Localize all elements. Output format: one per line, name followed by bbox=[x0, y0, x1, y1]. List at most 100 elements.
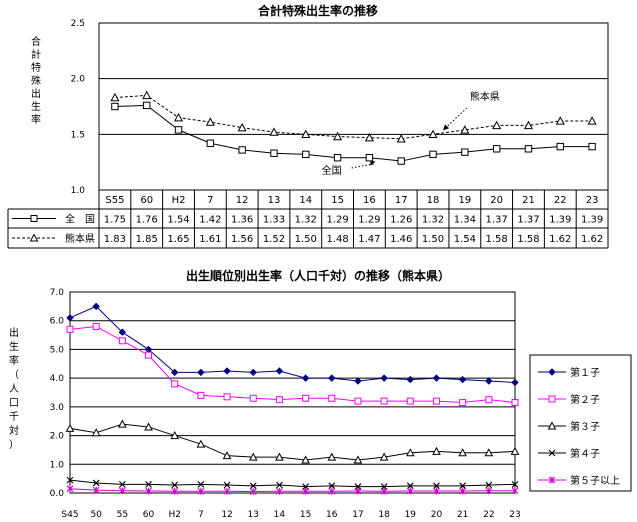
chart2-data-point bbox=[406, 487, 414, 495]
table-value-cell: 1.62 bbox=[549, 234, 571, 245]
table-value-cell: 1.62 bbox=[581, 234, 603, 245]
chart2-data-point bbox=[380, 374, 388, 382]
chart1-data-point bbox=[238, 146, 246, 154]
chart2-data-point bbox=[118, 328, 127, 336]
chart2-data-point bbox=[433, 487, 440, 495]
chart2-legend-label: 第５子以上 bbox=[570, 474, 620, 487]
table-value-cell: 1.58 bbox=[486, 234, 508, 245]
chart2-data-point bbox=[196, 439, 206, 448]
x-axis-category-label: 21 bbox=[522, 195, 535, 206]
chart2-data-point bbox=[485, 481, 493, 489]
x-axis-category-label: 23 bbox=[586, 195, 599, 206]
chart2-data-point bbox=[275, 452, 284, 461]
chart1-data-point bbox=[492, 145, 501, 153]
chart1-data-table: S55 60 H2 7 12 13 14 15 16 17 18 19 20 21 22 23 全 国 1.75 1… bbox=[7, 189, 609, 249]
chart1-data-point bbox=[333, 131, 343, 141]
chart2-x-tick-label: 15 bbox=[300, 510, 311, 520]
chart2-y-tick-label: 6.0 bbox=[50, 317, 65, 327]
chart1-series-line bbox=[114, 94, 593, 140]
table-value-cell: 1.61 bbox=[199, 234, 221, 245]
chart1-y-axis-label-char: 生 bbox=[31, 100, 41, 113]
chart1-y-axis-label-char: 率 bbox=[31, 113, 41, 126]
chart2-data-point bbox=[223, 367, 231, 375]
table-value-cell: 1.85 bbox=[136, 234, 158, 245]
chart1-y-tick-label: 2.0 bbox=[71, 75, 86, 85]
chart2-data-point bbox=[171, 487, 179, 495]
legend-series-name: 全 国 bbox=[65, 213, 95, 226]
table-value-cell: 1.36 bbox=[231, 215, 253, 226]
chart2-x-tick-label: 13 bbox=[248, 510, 259, 520]
table-value-cell: 1.42 bbox=[199, 215, 221, 226]
chart2-data-point bbox=[354, 487, 362, 495]
chart2-x-tick-label: 23 bbox=[509, 510, 520, 520]
chart2-x-tick-label: 17 bbox=[352, 510, 363, 520]
chart2-y-axis-label-char: 口 bbox=[9, 398, 19, 409]
table-value-cell: 1.54 bbox=[454, 234, 476, 245]
chart2-data-point bbox=[170, 368, 179, 377]
table-value-cell: 1.48 bbox=[326, 234, 348, 245]
chart1-plot-frame bbox=[98, 22, 609, 191]
chart2-data-point bbox=[275, 367, 284, 375]
chart2-data-point bbox=[302, 487, 309, 495]
chart2-data-point bbox=[301, 455, 310, 464]
chart2-x-tick-label: 14 bbox=[274, 510, 286, 520]
chart2-y-tick-label: 1.0 bbox=[50, 460, 65, 470]
table-value-cell: 1.46 bbox=[390, 234, 412, 245]
chart2-legend-marker bbox=[548, 368, 556, 376]
chart2-series-line bbox=[69, 488, 515, 493]
chart2-series-line bbox=[69, 479, 516, 488]
chart1-data-point bbox=[205, 117, 215, 126]
chart2-data-point bbox=[66, 476, 74, 484]
chart2-data-point bbox=[380, 487, 388, 495]
chart2-data-point bbox=[249, 368, 257, 377]
chart2-data-point bbox=[66, 314, 74, 322]
table-value-cell: 1.29 bbox=[358, 215, 380, 226]
x-axis-category-label: S55 bbox=[105, 195, 124, 206]
chart1-data-point bbox=[396, 134, 406, 143]
chart2-x-tick-label: 20 bbox=[431, 510, 443, 520]
chart2-data-point bbox=[145, 351, 153, 359]
chart2-data-point bbox=[197, 368, 205, 377]
chart2-data-point bbox=[171, 481, 179, 489]
chart2-y-axis-label-char: 生 bbox=[9, 340, 19, 353]
chart1-y-axis-label-char: 出 bbox=[31, 87, 41, 100]
chart2-x-tick-label: 12 bbox=[221, 510, 232, 520]
chart1-data-point bbox=[556, 142, 564, 151]
chart2-x-tick-label: S45 bbox=[61, 510, 78, 520]
chart1-y-tick-label: 2.5 bbox=[71, 19, 85, 29]
chart1-data-point bbox=[587, 116, 597, 125]
chart2-data-point bbox=[485, 377, 493, 385]
chart2-x-tick-label: 18 bbox=[378, 510, 390, 520]
chart2-data-point bbox=[276, 487, 283, 495]
chart2-data-point bbox=[249, 488, 257, 496]
chart2-series-line bbox=[69, 305, 516, 383]
chart2-data-point bbox=[145, 480, 152, 488]
chart2-data-point bbox=[223, 393, 231, 401]
table-value-cell: 1.32 bbox=[422, 215, 444, 226]
table-value-cell: 1.58 bbox=[517, 234, 539, 245]
chart2-data-point bbox=[328, 374, 336, 382]
chart2-data-point bbox=[92, 479, 100, 487]
chart2-data-point bbox=[485, 487, 493, 495]
x-axis-category-label: H2 bbox=[172, 195, 186, 206]
chart2-data-point bbox=[66, 325, 74, 333]
table-value-cell: 1.52 bbox=[263, 234, 285, 245]
chart1-data-point bbox=[270, 149, 278, 157]
chart2-data-point bbox=[92, 322, 100, 330]
chart1-y-tick-label: 1.0 bbox=[71, 186, 86, 196]
chart2-y-axis-label-char: 対 bbox=[9, 424, 19, 437]
chart2-legend-label: 第２子 bbox=[570, 393, 600, 406]
chart2-y-tick-label: 3.0 bbox=[50, 403, 65, 413]
chart1-y-axis-label: 合計特殊出生率 bbox=[31, 35, 41, 126]
chart2-data-point bbox=[91, 428, 101, 437]
table-value-cell: 1.75 bbox=[104, 215, 126, 226]
chart2-legend-marker bbox=[548, 476, 556, 484]
chart2-y-tick-label: 5.0 bbox=[50, 345, 65, 355]
chart1-data-point bbox=[142, 90, 152, 100]
chart2-data-point bbox=[118, 480, 126, 488]
chart2-data-point bbox=[118, 487, 126, 495]
chart1-annotation-arrowhead bbox=[370, 160, 376, 166]
chart2-data-point bbox=[406, 482, 414, 490]
chart1-data-point bbox=[460, 125, 470, 134]
chart2-data-point bbox=[328, 394, 336, 402]
